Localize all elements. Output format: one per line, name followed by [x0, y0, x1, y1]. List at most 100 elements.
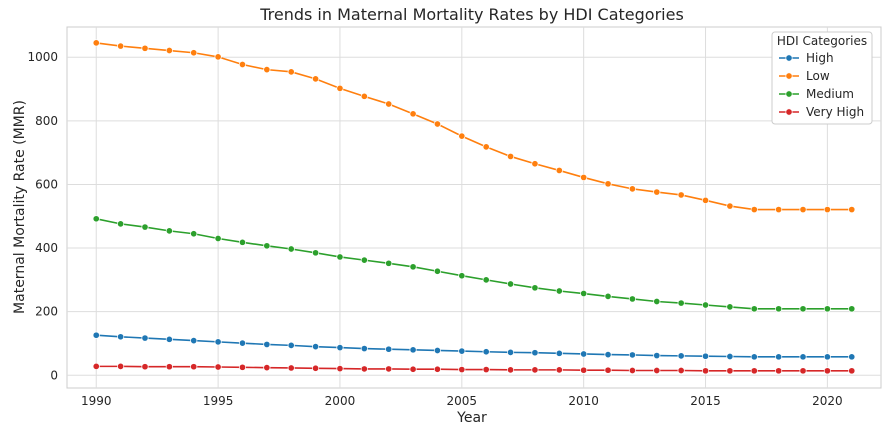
data-point-very-high	[823, 367, 831, 375]
data-point-very-high	[336, 365, 344, 373]
y-tick-label: 1000	[27, 50, 58, 64]
data-point-very-high	[653, 366, 661, 375]
data-point-low	[580, 173, 588, 181]
legend-marker	[785, 108, 793, 116]
data-point-medium	[555, 287, 563, 295]
data-point-high	[385, 345, 393, 353]
y-axis-title: Maternal Mortality Rate (MMR)	[12, 100, 28, 314]
data-point-high	[726, 352, 734, 361]
data-point-medium	[287, 245, 295, 253]
data-point-very-high	[482, 366, 490, 374]
data-point-medium	[312, 249, 320, 257]
data-point-very-high	[848, 367, 856, 375]
data-point-high	[823, 353, 831, 361]
data-point-low	[141, 44, 149, 52]
data-point-high	[117, 333, 125, 341]
data-point-medium	[433, 267, 441, 275]
grid-lines	[67, 27, 881, 388]
data-point-high	[848, 353, 856, 361]
data-point-high	[238, 339, 247, 347]
x-tick-label: 2015	[690, 394, 721, 408]
data-point-very-high	[312, 364, 320, 372]
legend-label: Very High	[806, 105, 864, 119]
data-point-low	[433, 120, 441, 128]
y-tick-label: 0	[50, 368, 58, 382]
series-very-high	[92, 362, 856, 375]
data-point-high	[580, 350, 588, 358]
legend-label: Medium	[806, 87, 854, 101]
x-tick-label: 2010	[568, 394, 599, 408]
data-point-very-high	[385, 365, 393, 373]
data-point-very-high	[287, 364, 295, 372]
data-point-high	[604, 351, 612, 359]
chart-title: Trends in Maternal Mortality Rates by HD…	[259, 5, 684, 24]
legend-marker	[785, 72, 793, 80]
data-point-very-high	[238, 363, 247, 371]
data-point-very-high	[799, 367, 807, 375]
legend-marker	[785, 54, 793, 62]
data-point-high	[287, 341, 295, 349]
data-point-low	[385, 100, 393, 108]
data-point-high	[214, 338, 222, 346]
x-tick-label: 1995	[203, 394, 234, 408]
data-point-very-high	[726, 367, 734, 375]
data-point-low	[117, 42, 125, 50]
data-point-medium	[336, 253, 344, 261]
data-point-low	[701, 196, 710, 204]
data-point-medium	[775, 305, 783, 313]
x-tick-label: 2000	[325, 394, 356, 408]
data-point-high	[701, 352, 710, 360]
data-point-low	[263, 66, 271, 74]
data-point-high	[312, 343, 320, 351]
data-point-medium	[263, 242, 271, 250]
data-point-medium	[848, 305, 856, 313]
data-point-medium	[385, 259, 393, 267]
data-point-low	[750, 206, 758, 214]
y-tick-label: 600	[35, 177, 58, 191]
data-point-low	[312, 75, 320, 83]
data-point-medium	[92, 215, 100, 223]
series-line-medium	[96, 218, 852, 310]
data-point-medium	[823, 305, 831, 313]
series-group	[92, 39, 856, 375]
data-point-low	[604, 180, 612, 188]
data-point-medium	[580, 289, 588, 298]
data-point-low	[190, 49, 198, 57]
data-point-medium	[531, 284, 539, 292]
data-point-low	[848, 206, 856, 214]
data-point-high	[409, 346, 417, 354]
data-point-low	[677, 191, 685, 199]
legend-box	[771, 31, 873, 125]
x-tick-label: 2005	[447, 394, 478, 408]
data-point-medium	[360, 256, 368, 264]
legend-items: High Low Medium Very High	[779, 51, 864, 119]
data-point-very-high	[214, 363, 222, 371]
data-point-medium	[677, 299, 685, 307]
data-point-medium	[701, 301, 710, 309]
y-tick-label: 400	[35, 241, 58, 255]
data-point-low	[360, 92, 368, 100]
data-point-very-high	[507, 366, 515, 374]
data-point-very-high	[117, 362, 125, 370]
data-point-very-high	[165, 363, 173, 371]
x-axis-title: Year	[456, 410, 487, 426]
data-point-medium	[799, 305, 807, 313]
data-point-high	[360, 345, 368, 353]
data-point-high	[433, 346, 441, 355]
data-point-very-high	[433, 365, 441, 373]
data-point-medium	[165, 227, 173, 235]
series-low	[92, 39, 856, 214]
data-point-medium	[482, 276, 490, 284]
data-point-very-high	[555, 366, 563, 374]
data-point-medium	[238, 238, 247, 246]
data-point-high	[750, 353, 758, 361]
y-tick-label: 800	[35, 114, 58, 128]
data-point-high	[458, 347, 466, 355]
data-point-low	[628, 185, 636, 193]
data-point-low	[507, 152, 515, 161]
data-point-very-high	[775, 367, 783, 375]
data-point-high	[507, 348, 515, 356]
data-point-medium	[653, 297, 661, 306]
data-point-low	[799, 206, 807, 214]
